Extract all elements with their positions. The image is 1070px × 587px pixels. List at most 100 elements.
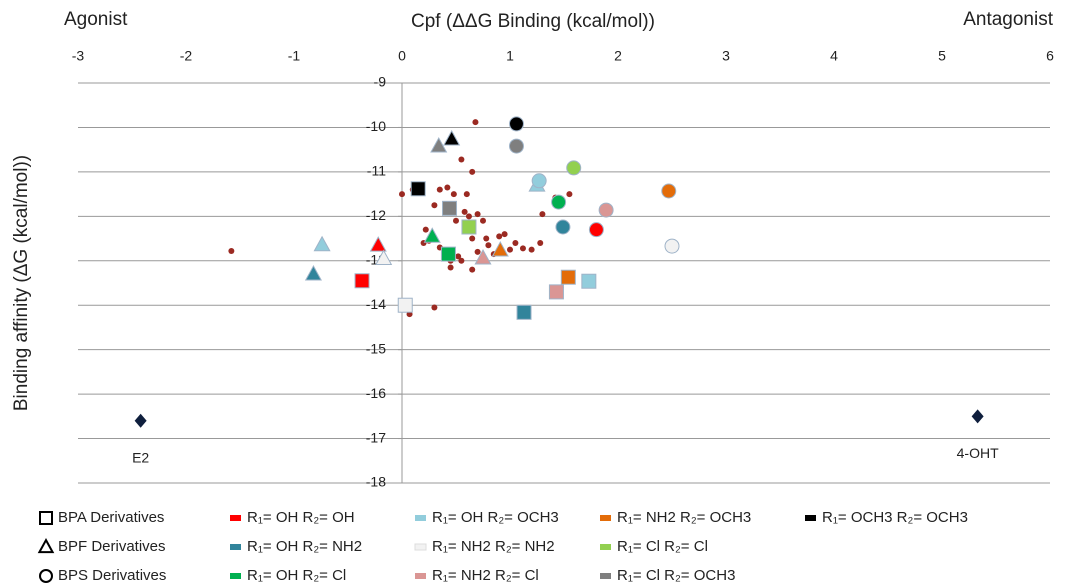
y-tick-label: -17 (366, 429, 386, 445)
x-tick-label: 6 (1046, 48, 1054, 64)
legend-label: BPA Derivatives (58, 509, 164, 526)
legend-label: R₁= OH R₂= OCH3 (432, 509, 559, 526)
small-point (474, 211, 481, 218)
small-point (507, 246, 513, 253)
x-tick-label: -3 (72, 48, 85, 64)
point (397, 297, 413, 313)
point (555, 219, 571, 235)
point (440, 246, 456, 262)
y-tick-label: -14 (366, 296, 386, 312)
point (664, 238, 680, 254)
small-point (480, 217, 486, 224)
legend-swatch (600, 544, 611, 550)
small-point (431, 304, 438, 311)
small-point (461, 208, 468, 215)
legend-label: BPF Derivatives (58, 538, 166, 555)
point (443, 129, 461, 146)
legend-label: R₁= OH R₂= NH2 (247, 538, 362, 555)
legend-swatch (230, 544, 241, 550)
point (423, 227, 441, 243)
legend-label: R₁= Cl R₂= OCH3 (617, 567, 735, 584)
point (313, 235, 331, 252)
legend-swatch (415, 515, 426, 521)
small-point (453, 217, 459, 224)
point (581, 273, 597, 289)
small-point (501, 231, 508, 238)
x-tick-label: 1 (506, 48, 514, 64)
small-point (228, 248, 235, 254)
legend-swatch (414, 543, 427, 551)
point (661, 183, 677, 199)
point (588, 222, 604, 238)
point (410, 181, 426, 197)
point (369, 236, 387, 252)
small-point (463, 191, 470, 198)
point (508, 138, 524, 154)
legend-swatch (230, 515, 241, 521)
x-tick-label: 4 (830, 48, 838, 64)
reference-point (134, 413, 147, 428)
x-tick-label: 2 (614, 48, 622, 64)
small-point (444, 184, 451, 191)
small-point (472, 119, 479, 126)
y-tick-label: -10 (366, 118, 386, 134)
antagonist-note: Antagonist (963, 9, 1054, 30)
legend-swatch (230, 573, 241, 579)
legend-swatch (805, 515, 816, 521)
small-point (496, 233, 503, 240)
point (598, 202, 614, 218)
x-tick-label: 3 (722, 48, 730, 64)
agonist-note: Agonist (64, 9, 128, 30)
point (375, 249, 393, 266)
legend-label: R₁= NH2 R₂= OCH3 (617, 509, 751, 526)
small-point (469, 168, 476, 175)
small-point (539, 211, 546, 218)
point (354, 273, 370, 289)
legend-label: R₁= NH2 R₂= Cl (432, 567, 539, 584)
legend-shape (37, 538, 55, 554)
x-tick-label: -1 (288, 48, 301, 64)
small-point (519, 245, 526, 252)
legend-label: R₁= NH2 R₂= NH2 (432, 538, 555, 555)
small-point (485, 242, 492, 249)
y-tick-label: -16 (366, 385, 386, 401)
small-point (399, 191, 405, 198)
legend-shape (39, 511, 53, 525)
y-axis-title: Binding affinity (ΔG (kcal/mol)) (11, 155, 32, 411)
legend-label: R₁= Cl R₂= Cl (617, 538, 708, 555)
reference-label: E2 (132, 449, 149, 465)
point (551, 194, 567, 210)
small-point (450, 191, 457, 198)
legend-label: R₁= OCH3 R₂= OCH3 (822, 509, 968, 526)
y-tick-label: -11 (367, 163, 386, 179)
chart-title: Cpf (ΔΔG Binding (kcal/mol)) (411, 11, 655, 32)
point (304, 265, 322, 281)
small-point (469, 235, 476, 242)
point (548, 284, 564, 300)
small-point (566, 191, 573, 198)
small-point (537, 240, 544, 246)
point (461, 219, 477, 235)
legend-swatch (600, 515, 611, 521)
small-point (455, 253, 462, 260)
small-point (474, 248, 481, 255)
x-tick-label: 0 (398, 48, 406, 64)
y-tick-label: -15 (366, 340, 386, 356)
small-point (431, 202, 438, 209)
legend-label: BPS Derivatives (58, 567, 166, 584)
y-tick-label: -18 (366, 474, 386, 490)
small-point (436, 186, 443, 193)
legend-label: R₁= OH R₂= OH (247, 509, 355, 526)
point (566, 160, 582, 176)
legend-label: R₁= OH R₂= Cl (247, 567, 346, 584)
point (430, 137, 448, 153)
reference-label: 4-OHT (957, 445, 999, 461)
point (531, 173, 547, 189)
point (474, 249, 492, 265)
x-tick-label: -2 (180, 48, 193, 64)
small-point (447, 264, 454, 271)
legend-swatch (415, 573, 426, 579)
point (491, 241, 509, 257)
small-point (422, 226, 429, 233)
